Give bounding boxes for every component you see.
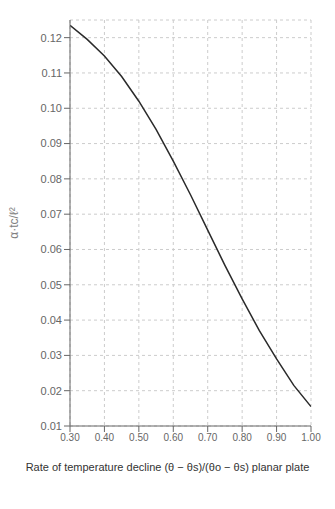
svg-text:0.03: 0.03 xyxy=(41,349,62,361)
svg-text:0.04: 0.04 xyxy=(41,314,62,326)
svg-text:0.40: 0.40 xyxy=(95,432,115,443)
svg-text:0.06: 0.06 xyxy=(41,243,62,255)
svg-text:0.12: 0.12 xyxy=(41,32,62,44)
svg-text:0.30: 0.30 xyxy=(60,432,80,443)
html-text:Rate of temperature decline (θ: Rate of temperature decline (θ − θs)/(θo… xyxy=(25,461,310,473)
svg-text:0.90: 0.90 xyxy=(267,432,287,443)
svg-text:1.00: 1.00 xyxy=(301,432,321,443)
svg-text:0.70: 0.70 xyxy=(198,432,218,443)
svg-text:0.07: 0.07 xyxy=(41,208,62,220)
svg-text:0.50: 0.50 xyxy=(129,432,149,443)
svg-text:0.60: 0.60 xyxy=(164,432,184,443)
svg-text:0.05: 0.05 xyxy=(41,279,62,291)
svg-text:0.11: 0.11 xyxy=(41,67,62,79)
svg-text:α·tc/ℓ²: α·tc/ℓ² xyxy=(8,207,21,238)
svg-text:0.09: 0.09 xyxy=(41,137,62,149)
svg-text:0.80: 0.80 xyxy=(232,432,252,443)
svg-text:0.01: 0.01 xyxy=(41,420,62,432)
svg-text:0.08: 0.08 xyxy=(41,173,62,185)
svg-text:0.10: 0.10 xyxy=(41,102,62,114)
svg-text:0.02: 0.02 xyxy=(41,385,62,397)
